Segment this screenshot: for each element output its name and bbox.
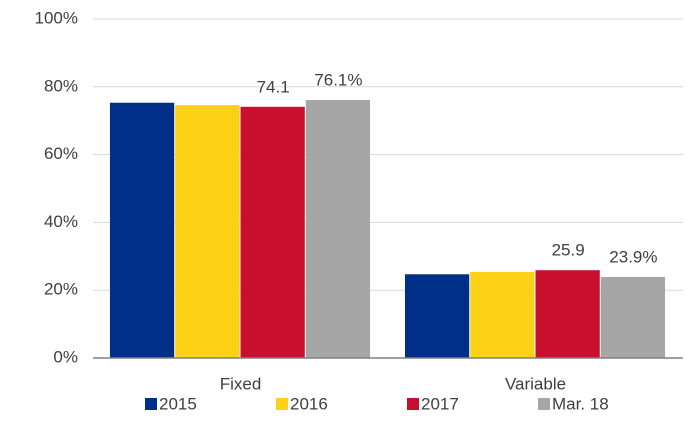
bar	[109, 102, 175, 358]
bar	[305, 100, 371, 359]
legend-swatch	[145, 398, 157, 410]
y-tick-label: 80%	[44, 76, 78, 95]
legend-label: 2016	[290, 394, 328, 413]
legend-label: Mar. 18	[552, 394, 609, 413]
legend-label: 2017	[421, 394, 459, 413]
data-label: 74.1	[257, 77, 290, 96]
bar	[600, 276, 666, 358]
y-tick-label: 40%	[44, 212, 78, 231]
bar	[404, 274, 470, 358]
y-tick-label: 60%	[44, 144, 78, 163]
data-label: 23.9%	[609, 247, 657, 266]
y-tick-label: 0%	[53, 347, 78, 366]
legend-label: 2015	[159, 394, 197, 413]
legend-swatch	[407, 398, 419, 410]
bar	[240, 106, 305, 359]
legend-swatch	[276, 398, 288, 410]
data-label: 25.9	[552, 241, 585, 260]
bar	[175, 105, 240, 358]
x-tick-label: Fixed	[220, 374, 262, 393]
y-tick-label: 100%	[35, 8, 78, 27]
bar	[470, 271, 535, 358]
y-tick-label: 20%	[44, 280, 78, 299]
legend-swatch	[538, 398, 550, 410]
data-label: 76.1%	[314, 71, 362, 90]
bar	[535, 270, 600, 358]
x-tick-label: Variable	[505, 374, 566, 393]
